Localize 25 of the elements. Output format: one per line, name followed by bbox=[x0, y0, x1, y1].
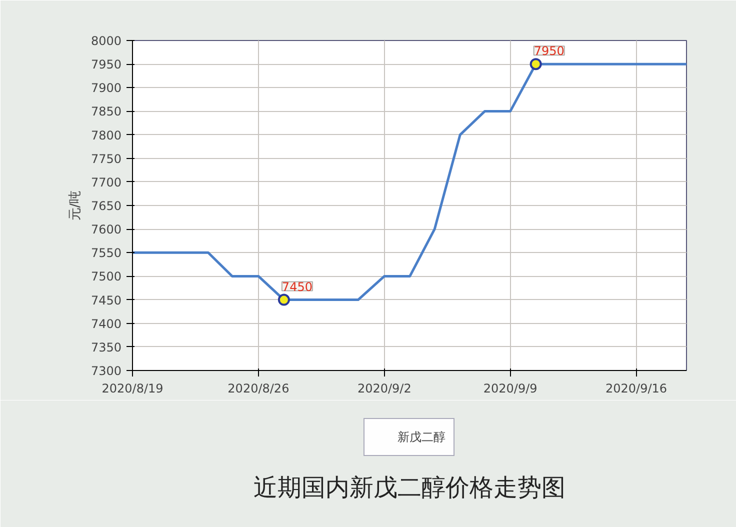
y-tick-label: 8000 bbox=[90, 34, 122, 48]
x-tick-label: 2020/8/19 bbox=[102, 382, 164, 396]
x-tick-label: 2020/9/16 bbox=[606, 382, 668, 396]
text: 新戊二醇 bbox=[398, 428, 446, 446]
y-tick-label: 7850 bbox=[90, 104, 122, 119]
annotation: 7450 bbox=[282, 280, 312, 294]
x-tick-label: 2020/9/2 bbox=[357, 382, 412, 396]
y-tick-label: 7950 bbox=[90, 58, 122, 72]
y-tick-label: 7800 bbox=[90, 128, 122, 142]
y-tick-label: 7600 bbox=[90, 222, 122, 237]
y-tick-label: 7650 bbox=[90, 199, 122, 213]
y-tick-label: 7550 bbox=[90, 246, 122, 260]
y-tick-label: 7700 bbox=[90, 175, 122, 190]
x-tick-label: 2020/8/26 bbox=[228, 382, 290, 396]
y-tick-label: 7400 bbox=[90, 316, 122, 331]
y-axis-title: 元/吨 bbox=[68, 190, 83, 221]
y-tick-label: 7900 bbox=[90, 81, 122, 96]
y-tick-label: 7450 bbox=[90, 293, 122, 308]
annotation: 7950 bbox=[534, 44, 564, 58]
y-tick-label: 7500 bbox=[90, 270, 122, 284]
y-tick-label: 7750 bbox=[90, 152, 122, 166]
y-tick-label: 7350 bbox=[90, 340, 122, 354]
text: 近期国内新戊二醇价格走势图 bbox=[254, 474, 566, 502]
y-tick-label: 7300 bbox=[90, 364, 122, 378]
x-tick-label: 2020/9/9 bbox=[483, 382, 538, 396]
